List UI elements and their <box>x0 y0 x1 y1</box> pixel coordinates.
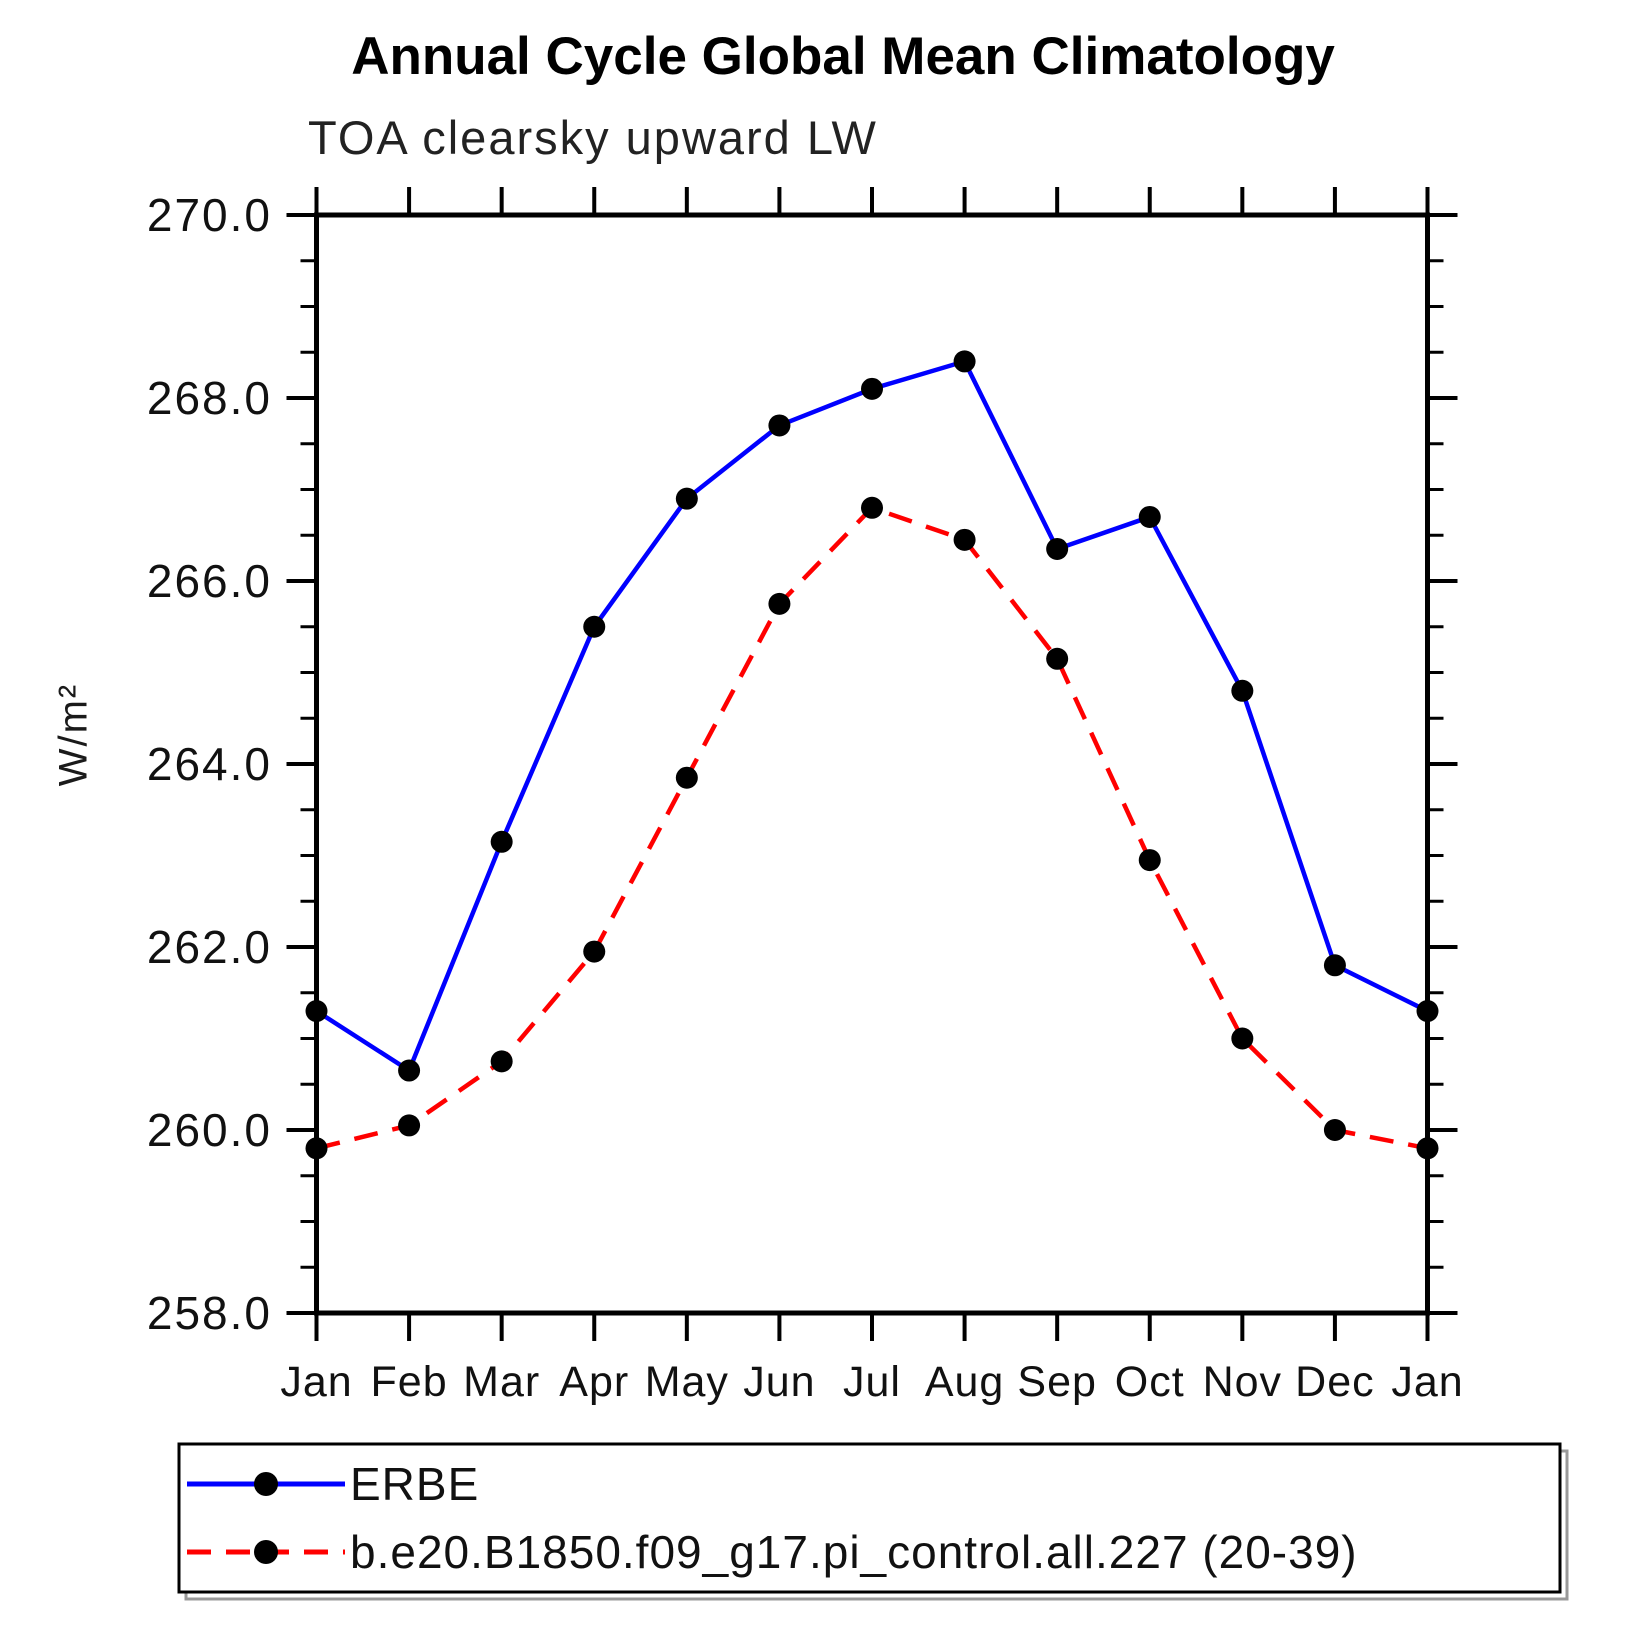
plot-box <box>314 212 1430 1316</box>
series-markers-model <box>305 496 1439 1160</box>
data-point <box>675 487 698 510</box>
x-axis-tick-labels: Jan Feb Mar Apr May Jun Jul Aug Sep Oct Nov Dec Jan <box>280 1358 1463 1406</box>
data-point <box>953 528 976 551</box>
data-point <box>583 940 606 963</box>
data-point <box>1231 679 1254 702</box>
data-point <box>768 414 791 437</box>
data-point <box>583 615 606 638</box>
data-point <box>305 1000 328 1023</box>
data-point <box>1416 1000 1439 1023</box>
x-tick-label: Jan <box>280 1358 352 1406</box>
legend-label: b.e20.B1850.f09_g17.pi_control.all.227 (… <box>350 1526 1358 1578</box>
data-point <box>398 1114 421 1137</box>
y-axis-tick-labels: 258.0 260.0 262.0 264.0 266.0 268.0 270.0 <box>147 189 272 1339</box>
data-point <box>675 766 698 789</box>
legend: ERBE b.e20.B1850.f09_g17.pi_control.all.2… <box>177 1442 1569 1601</box>
y-tick-label: 262.0 <box>147 921 272 973</box>
x-tick-label: Jul <box>843 1358 901 1406</box>
x-axis-ticks <box>314 187 1430 1341</box>
x-tick-label: Dec <box>1295 1358 1374 1406</box>
data-point <box>1046 537 1069 560</box>
y-tick-label: 268.0 <box>147 372 272 424</box>
y-axis-ticks <box>286 213 1458 1315</box>
x-tick-label: Sep <box>1017 1358 1097 1406</box>
series-line-erbe <box>315 358 1429 1074</box>
x-tick-label: Nov <box>1203 1358 1282 1406</box>
x-tick-label: Jan <box>1391 1358 1463 1406</box>
y-tick-label: 258.0 <box>147 1287 272 1339</box>
series-markers-erbe <box>305 350 1439 1082</box>
data-point <box>305 1137 328 1160</box>
legend-marker <box>254 1472 278 1496</box>
data-point <box>1138 505 1161 528</box>
legend-label: ERBE <box>350 1458 479 1510</box>
data-point <box>1138 849 1161 872</box>
x-tick-label: Jun <box>743 1358 815 1406</box>
data-point <box>490 1050 513 1073</box>
data-point <box>861 377 883 400</box>
x-tick-label: Oct <box>1115 1358 1185 1406</box>
y-tick-label: 270.0 <box>147 189 272 241</box>
x-tick-label: May <box>645 1358 729 1406</box>
chart-title: Annual Cycle Global Mean Climatology <box>351 27 1335 86</box>
x-tick-label: Aug <box>925 1358 1005 1406</box>
series-line-model <box>315 505 1428 1151</box>
data-point <box>1323 1119 1346 1141</box>
x-tick-label: Mar <box>463 1358 540 1406</box>
x-tick-label: Apr <box>559 1358 629 1406</box>
x-tick-label: Feb <box>371 1358 448 1406</box>
legend-box <box>177 1442 1562 1594</box>
data-point <box>1231 1027 1254 1050</box>
data-point <box>1046 647 1069 670</box>
y-tick-label: 264.0 <box>147 738 272 790</box>
y-tick-label: 260.0 <box>147 1104 272 1156</box>
data-point <box>953 350 976 373</box>
data-point <box>1323 954 1346 977</box>
data-point <box>768 592 791 615</box>
data-point <box>861 496 883 519</box>
y-tick-label: 266.0 <box>147 555 272 607</box>
chart-subtitle: TOA clearsky upward LW <box>308 111 878 164</box>
data-point <box>490 830 513 853</box>
legend-marker <box>254 1540 278 1564</box>
data-point <box>1416 1137 1439 1160</box>
data-point <box>398 1059 421 1082</box>
